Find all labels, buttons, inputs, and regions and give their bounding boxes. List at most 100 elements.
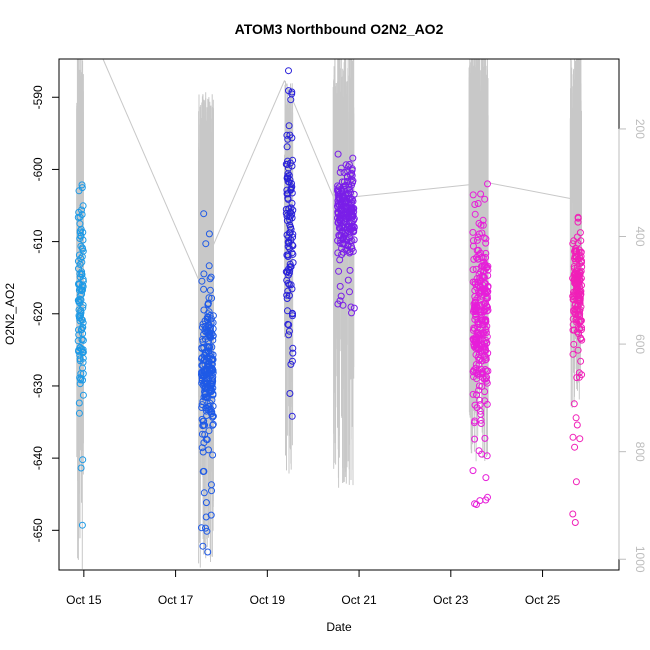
background-line-segment (334, 182, 489, 200)
data-point (474, 255, 482, 263)
data-point (208, 396, 216, 404)
data-point (79, 202, 87, 210)
data-point (469, 242, 477, 250)
data-point (198, 277, 206, 285)
data-point (576, 324, 584, 332)
data-point (570, 288, 577, 296)
data-point (286, 263, 294, 271)
data-point (345, 201, 353, 209)
data-point (200, 379, 208, 387)
data-point (576, 260, 584, 268)
data-point (477, 314, 485, 322)
data-point (342, 217, 349, 225)
data-point (77, 225, 85, 233)
data-point (338, 222, 346, 230)
data-point (348, 166, 356, 174)
data-point (473, 375, 481, 383)
data-point (577, 357, 585, 365)
data-point (477, 420, 485, 427)
data-point (336, 282, 344, 290)
data-point (347, 203, 355, 211)
data-point (198, 401, 206, 409)
data-point (207, 481, 215, 489)
data-point (477, 190, 485, 198)
data-point (205, 230, 213, 238)
data-point (572, 414, 580, 422)
data-point (79, 236, 87, 244)
data-point (203, 527, 211, 535)
data-point (470, 366, 478, 374)
data-point (336, 256, 344, 264)
data-point (483, 302, 490, 310)
data-point (206, 312, 214, 319)
data-point (575, 271, 583, 279)
secondary-y-tick-label: 200 (633, 119, 647, 139)
data-point (75, 409, 83, 417)
x-tick-label: Oct 21 (341, 593, 377, 607)
data-point (570, 340, 578, 348)
data-point (202, 240, 210, 248)
data-point (570, 295, 578, 303)
data-point (198, 430, 206, 438)
data-point (576, 229, 584, 237)
data-point (289, 206, 297, 214)
data-point (347, 303, 355, 311)
data-point (338, 223, 346, 231)
data-point (476, 407, 484, 415)
data-point (334, 185, 342, 193)
data-point (284, 195, 292, 203)
data-point (286, 390, 294, 397)
data-point (206, 372, 214, 380)
data-point (199, 542, 207, 550)
data-point (483, 322, 491, 330)
data-point (283, 143, 291, 151)
y-axis: -590 -600 -610 -620 -630 -640 -650 (31, 85, 60, 542)
x-tick-label: Oct 23 (433, 593, 469, 607)
data-point (285, 271, 292, 279)
data-point (78, 270, 86, 277)
data-point (339, 301, 347, 309)
data-point (475, 382, 483, 390)
data-point (289, 344, 297, 352)
data-point (578, 336, 586, 344)
data-point (202, 524, 209, 532)
data-point (482, 326, 490, 334)
data-point (201, 421, 209, 429)
data-point (482, 474, 490, 482)
data-point (476, 401, 484, 409)
data-point (476, 497, 484, 505)
data-point (206, 369, 214, 377)
data-point (334, 150, 342, 158)
data-point (472, 344, 479, 352)
data-point (345, 218, 353, 226)
data-point (209, 421, 217, 429)
data-point (75, 347, 82, 355)
data-point (289, 312, 296, 320)
data-point (473, 236, 481, 244)
data-point (334, 208, 342, 216)
data-point (482, 337, 490, 344)
data-point (471, 201, 479, 208)
data-point (207, 511, 215, 519)
data-point (342, 235, 350, 243)
x-axis-label: Date (326, 620, 352, 634)
data-point (482, 280, 489, 287)
data-point (74, 213, 82, 221)
data-point (284, 178, 292, 185)
data-point (482, 249, 490, 257)
data-point (285, 205, 293, 213)
data-point (349, 179, 356, 186)
y-tick-label: -630 (31, 374, 45, 398)
data-point (202, 435, 210, 443)
data-point (344, 276, 352, 284)
data-point (474, 368, 482, 375)
data-point (208, 294, 216, 302)
data-point (199, 335, 206, 343)
data-point (198, 444, 206, 452)
data-point (475, 350, 483, 358)
data-point (285, 67, 292, 75)
background-line-layer (76, 58, 582, 569)
data-point (79, 456, 87, 464)
data-point (573, 247, 581, 255)
